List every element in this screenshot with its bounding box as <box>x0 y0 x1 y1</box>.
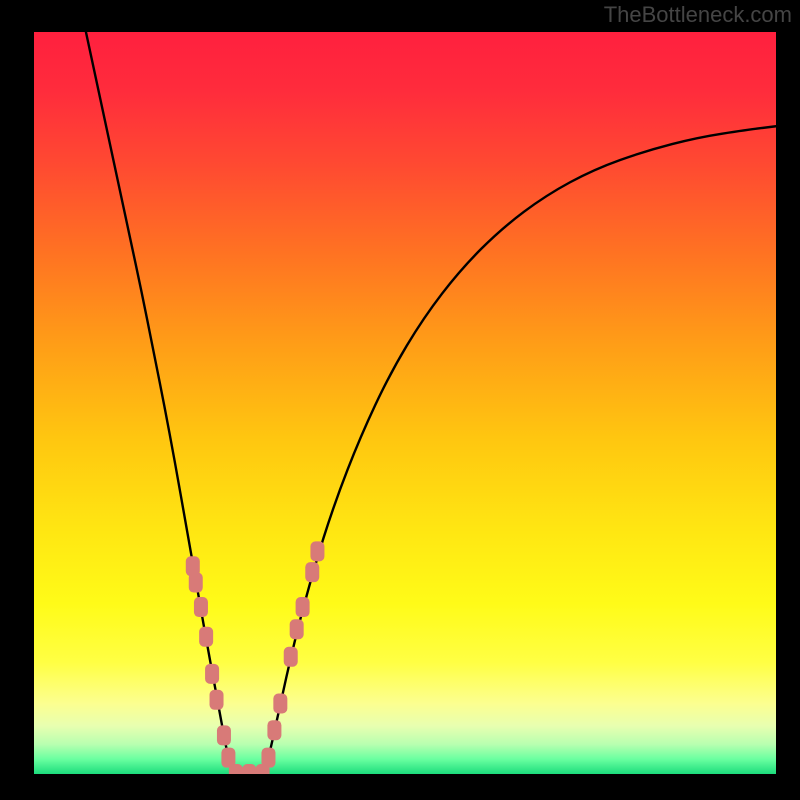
plot-area <box>34 32 776 774</box>
marker-point <box>305 562 319 582</box>
marker-point <box>273 694 287 714</box>
marker-point <box>217 725 231 745</box>
marker-point <box>290 619 304 639</box>
marker-point <box>261 748 275 768</box>
watermark-text: TheBottleneck.com <box>604 2 792 28</box>
marker-point <box>267 720 281 740</box>
marker-point <box>284 647 298 667</box>
marker-point <box>199 627 213 647</box>
plot-svg <box>34 32 776 774</box>
marker-point <box>205 664 219 684</box>
marker-point <box>242 764 256 774</box>
marker-point <box>296 597 310 617</box>
marker-point <box>194 597 208 617</box>
gradient-background <box>34 32 776 774</box>
marker-point <box>210 690 224 710</box>
marker-point <box>229 764 243 774</box>
marker-point <box>189 573 203 593</box>
marker-point <box>310 541 324 561</box>
